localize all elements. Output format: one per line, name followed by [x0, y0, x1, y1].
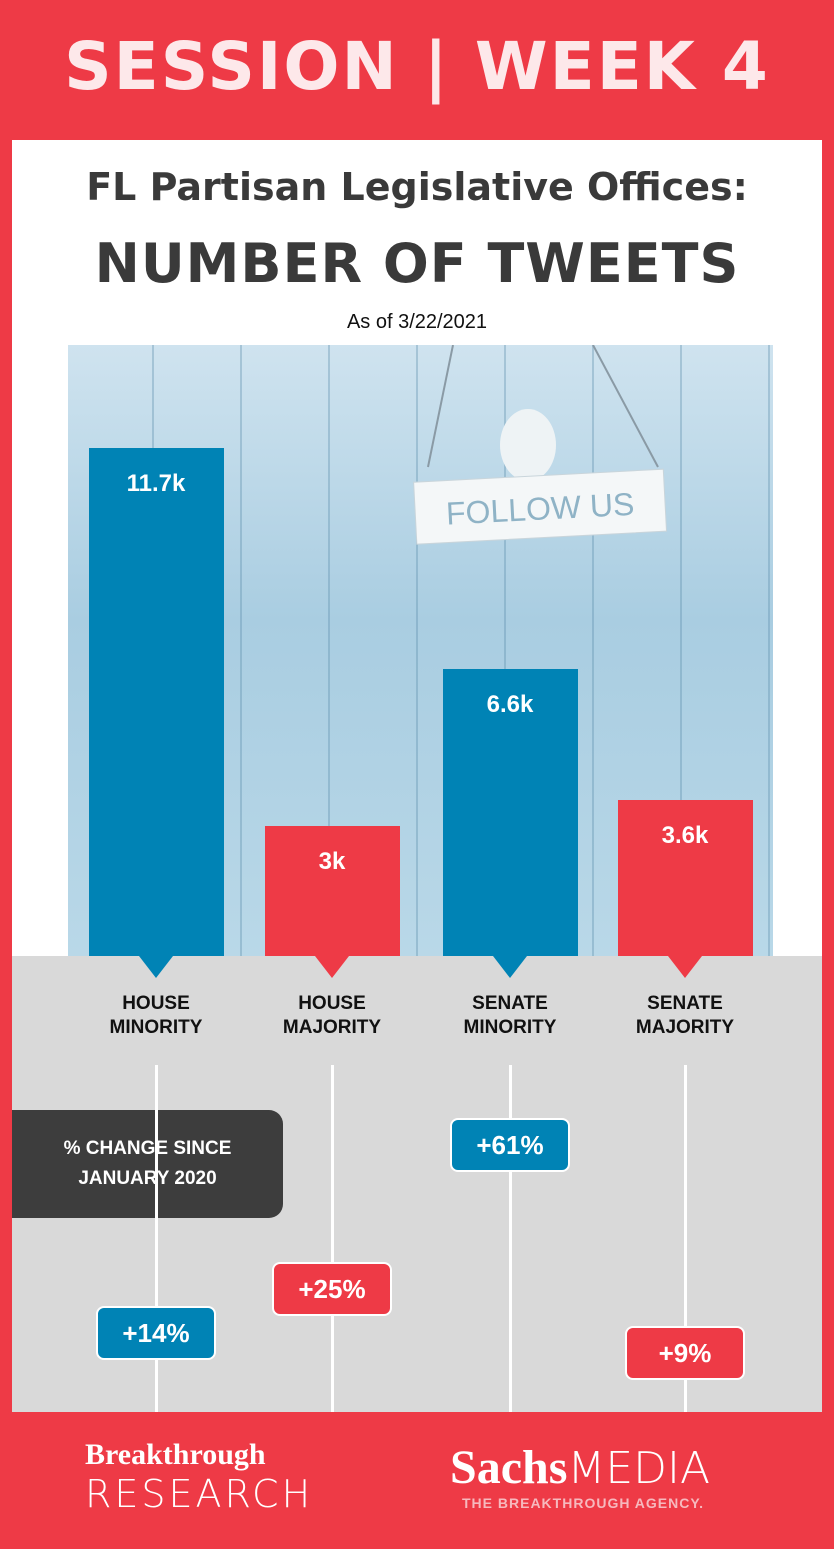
- date: As of 3/22/2021: [0, 311, 834, 334]
- infographic: FOLLOW US SESSION | WEEK 4 FL Partisan L…: [0, 0, 834, 1549]
- change-badge: % CHANGE SINCE JANUARY 2020: [12, 1110, 283, 1218]
- logo-text: Breakthrough: [85, 1438, 345, 1472]
- logo-right: SachsMEDIA THE BREAKTHROUGH AGENCY.: [450, 1440, 780, 1511]
- guide-line: [331, 1065, 334, 1412]
- brand: Sachs: [450, 1441, 567, 1494]
- sign: FOLLOW US: [414, 469, 667, 544]
- category-label: HOUSE MINORITY: [86, 992, 226, 1040]
- value-label: 11.7k: [89, 470, 224, 498]
- category-label: HOUSE MAJORITY: [262, 992, 402, 1040]
- bar-pointer: [315, 956, 349, 978]
- heading: NUMBER OF TWEETS: [0, 232, 834, 295]
- logo-left: Breakthrough RESEARCH: [85, 1438, 345, 1516]
- logo-text: RESEARCH: [85, 1472, 345, 1516]
- value-label: 6.6k: [443, 691, 578, 719]
- category-label: SENATE MINORITY: [440, 992, 580, 1040]
- change-box: +14%: [96, 1306, 216, 1360]
- bird: [500, 409, 556, 481]
- change-title: % CHANGE SINCE JANUARY 2020: [40, 1134, 255, 1194]
- chain: [593, 345, 658, 467]
- change-box: +25%: [272, 1262, 392, 1316]
- bar: [265, 826, 400, 956]
- value-label: 3.6k: [618, 822, 753, 850]
- value-label: 3k: [265, 848, 400, 876]
- subtitle: FL Partisan Legislative Offices:: [0, 165, 834, 209]
- category-label: SENATE MAJORITY: [615, 992, 755, 1040]
- bar: [89, 448, 224, 956]
- bar-pointer: [139, 956, 173, 978]
- change-box: +61%: [450, 1118, 570, 1172]
- chain: [428, 345, 453, 467]
- page-title: SESSION | WEEK 4: [0, 28, 834, 105]
- bar-pointer: [668, 956, 702, 978]
- bar-pointer: [493, 956, 527, 978]
- change-box: +9%: [625, 1326, 745, 1380]
- tagline: THE BREAKTHROUGH AGENCY.: [450, 1495, 780, 1511]
- brand-media: MEDIA: [567, 1443, 710, 1494]
